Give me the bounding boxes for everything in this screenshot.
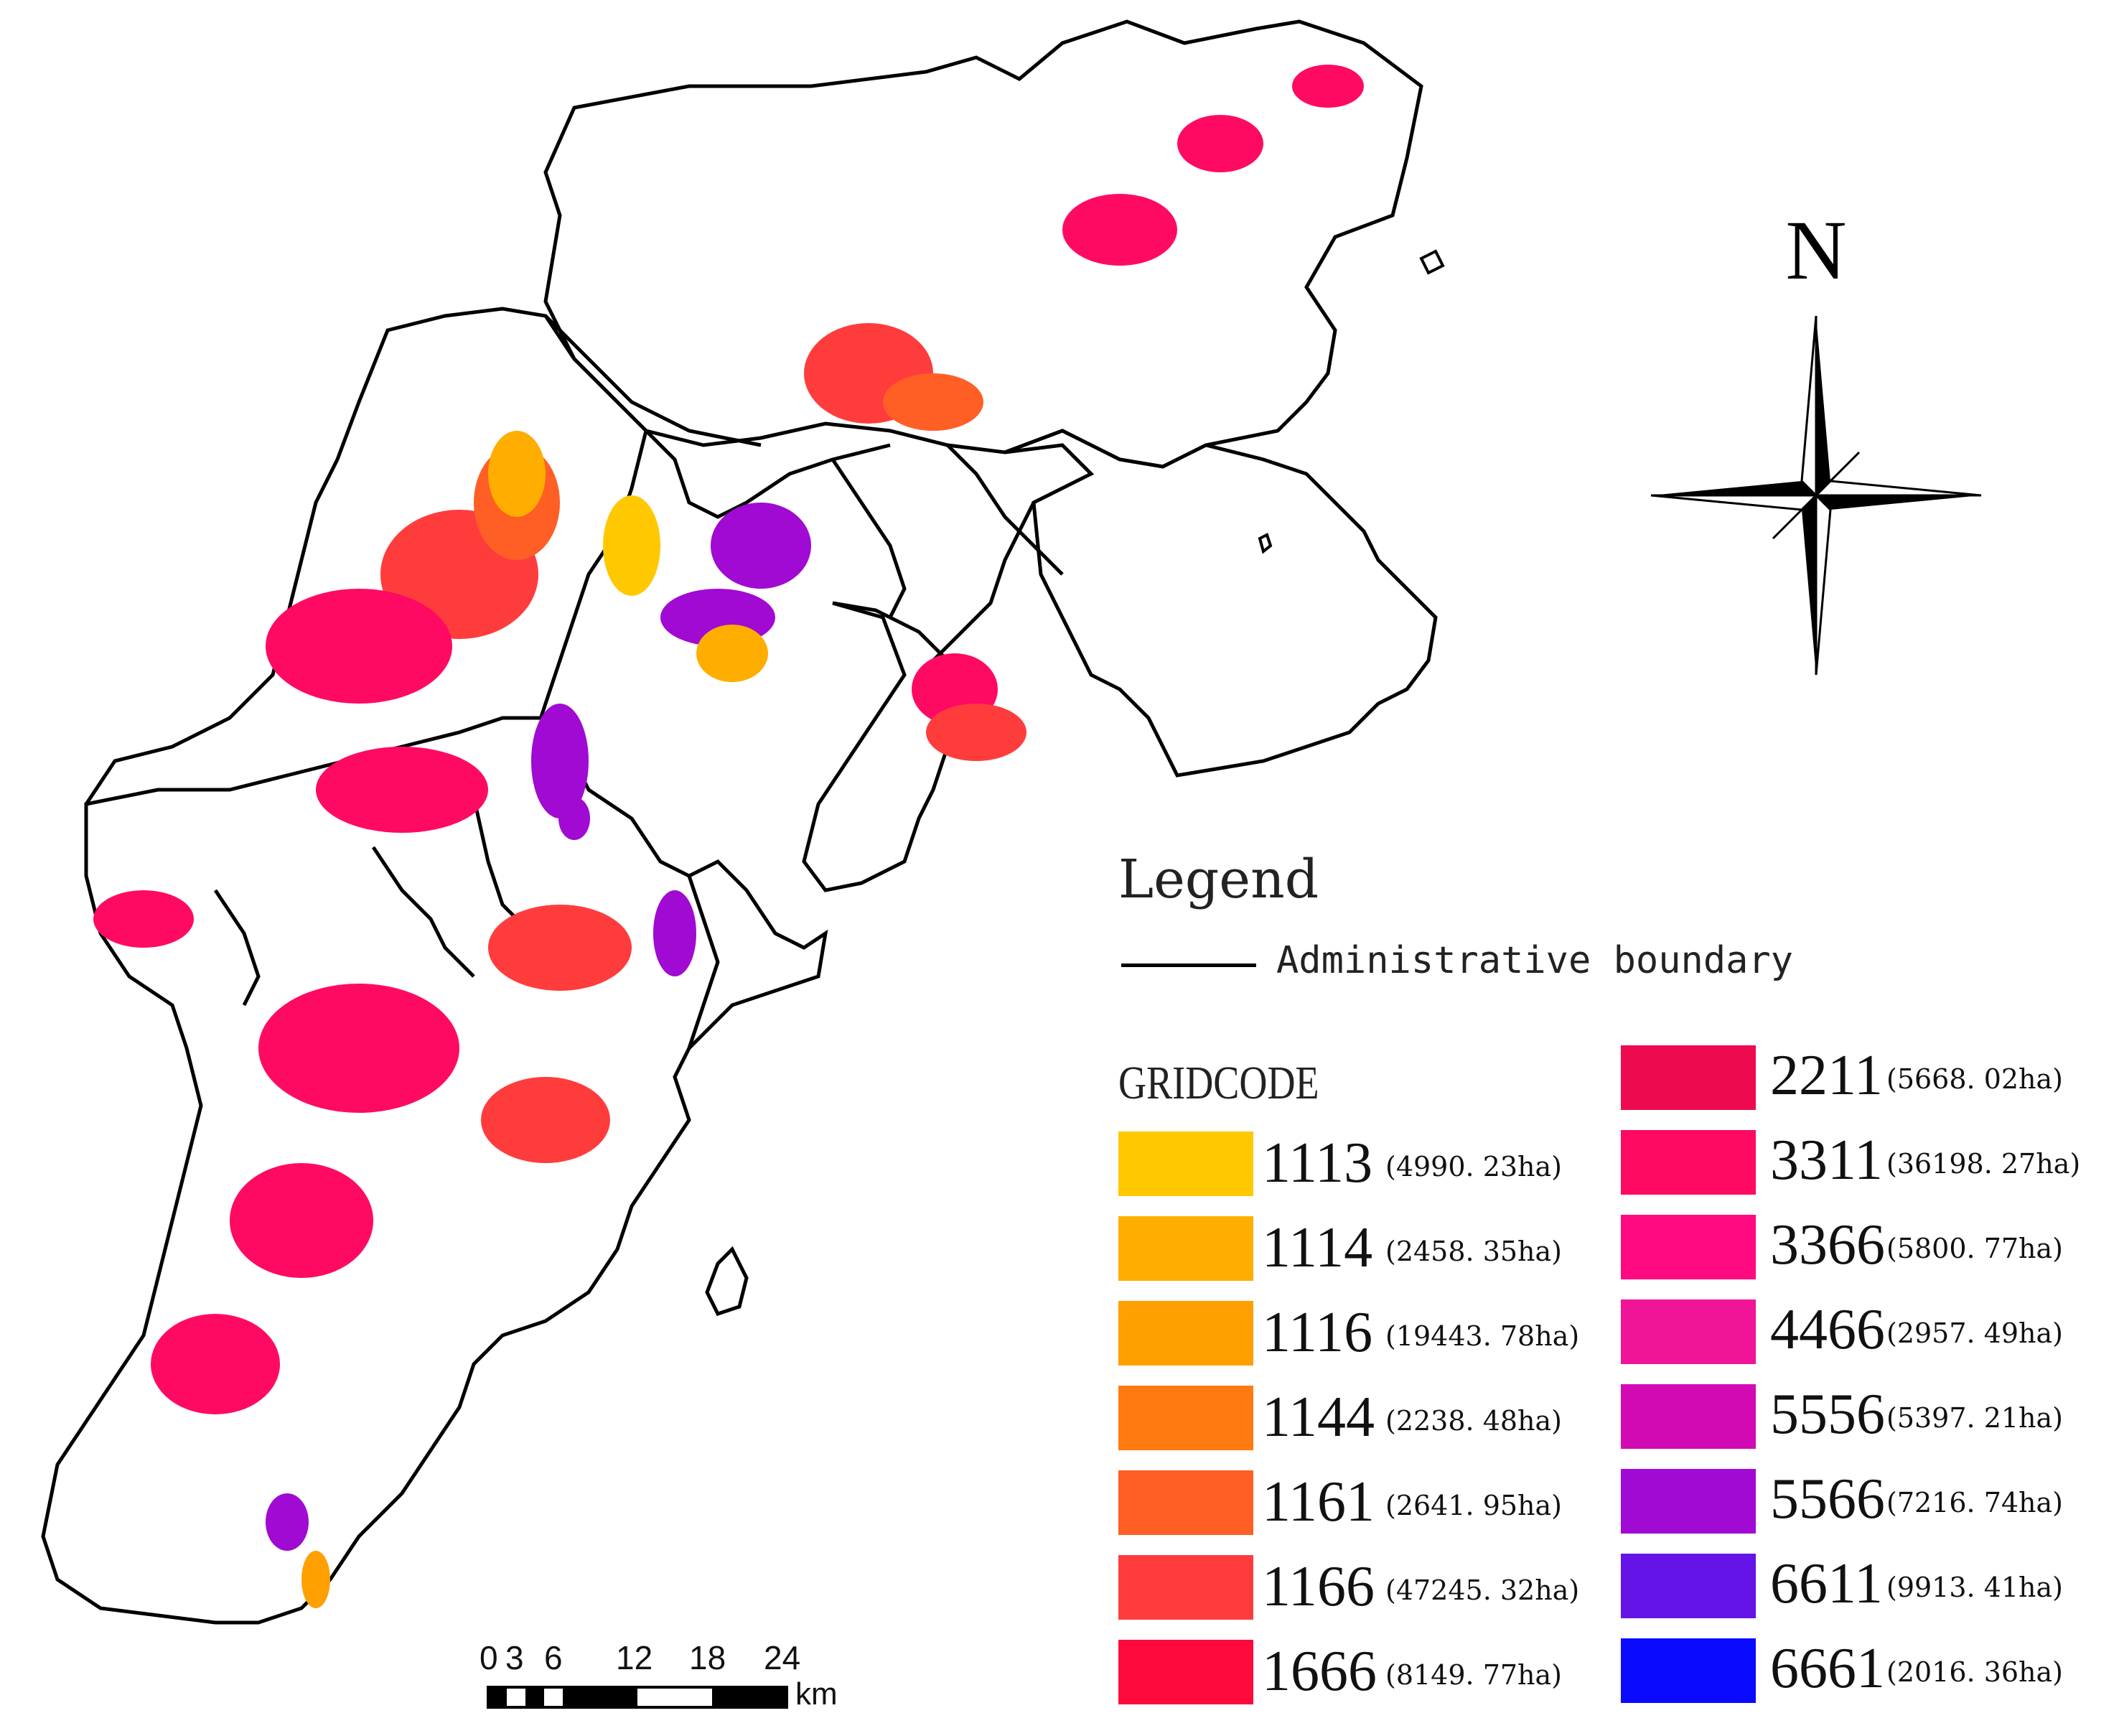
legend-swatch xyxy=(1118,1301,1253,1366)
boundary-line-symbol xyxy=(1121,963,1256,967)
land-use-patch xyxy=(696,625,768,682)
land-use-patch xyxy=(230,1163,373,1278)
legend-area: (2957. 49ha) xyxy=(1886,1317,2063,1349)
scale-tick-label: 12 xyxy=(616,1639,653,1676)
legend-area: (8149. 77ha) xyxy=(1385,1659,1562,1691)
small-island xyxy=(705,1246,749,1317)
internal-boundaries xyxy=(213,314,1064,1007)
legend-swatch xyxy=(1118,1555,1253,1620)
land-use-patch xyxy=(258,984,459,1113)
legend-swatch xyxy=(1621,1638,1756,1703)
legend-swatch xyxy=(1621,1299,1756,1364)
legend-area: (5397. 21ha) xyxy=(1886,1402,2063,1434)
legend-code: 3311 xyxy=(1770,1129,1884,1192)
land-use-patches xyxy=(93,65,1364,1608)
legend-area: (9913. 41ha) xyxy=(1886,1572,2063,1603)
legend-code: 1116 xyxy=(1262,1301,1373,1364)
land-use-patch xyxy=(488,431,546,517)
legend-title: Legend xyxy=(1118,849,1319,910)
land-use-patch xyxy=(488,905,632,991)
legend-area: (7216. 74ha) xyxy=(1886,1487,2063,1518)
land-use-patch xyxy=(653,890,696,976)
land-use-patch xyxy=(266,1493,309,1551)
legend-swatch xyxy=(1118,1386,1253,1450)
southwestern-region xyxy=(41,716,720,1625)
legend-code: 6611 xyxy=(1770,1552,1884,1615)
legend-area: (5668. 02ha) xyxy=(1886,1063,2063,1095)
legend-code: 4466 xyxy=(1770,1298,1885,1361)
scale-bar xyxy=(487,1686,788,1709)
legend-swatch xyxy=(1118,1131,1253,1196)
legend-area: (2016. 36ha) xyxy=(1886,1656,2063,1688)
legend-code: 5566 xyxy=(1770,1467,1885,1531)
scale-tick-label: 24 xyxy=(764,1639,801,1676)
eastern-peninsula-region xyxy=(1004,429,1438,778)
land-use-patch xyxy=(1292,65,1364,108)
legend-swatch xyxy=(1621,1215,1756,1279)
legend-area: (4990. 23ha) xyxy=(1385,1151,1562,1182)
scale-tick-label: 6 xyxy=(544,1639,563,1676)
legend-swatch xyxy=(1621,1384,1756,1449)
legend-area: (2641. 95ha) xyxy=(1385,1490,1562,1521)
land-use-patch xyxy=(1177,115,1263,172)
land-use-patch xyxy=(266,589,452,704)
scale-tick-label: 18 xyxy=(689,1639,726,1676)
legend-swatch xyxy=(1621,1045,1756,1110)
legend-area: (5800. 77ha) xyxy=(1886,1233,2063,1264)
legend-code: 1161 xyxy=(1262,1470,1375,1534)
legend-code: 1166 xyxy=(1262,1555,1375,1618)
legend-swatch xyxy=(1621,1130,1756,1195)
land-use-patch xyxy=(151,1314,280,1414)
land-use-patch xyxy=(926,704,1026,761)
legend-area: (47245. 32ha) xyxy=(1385,1574,1580,1606)
land-use-patch xyxy=(711,503,811,589)
land-use-patch xyxy=(316,747,488,833)
land-use-patch xyxy=(531,704,589,818)
legend-swatch xyxy=(1621,1469,1756,1534)
scale-tick-label: 0 xyxy=(480,1639,498,1676)
legend-area: (2458. 35ha) xyxy=(1385,1236,1562,1267)
legend-code: 1666 xyxy=(1262,1640,1377,1703)
gridcode-title: GRIDCODE xyxy=(1118,1057,1319,1109)
small-island-east xyxy=(1258,533,1273,554)
legend-swatch xyxy=(1118,1640,1253,1704)
land-use-patch xyxy=(1062,194,1177,266)
north-arrow-icon xyxy=(1650,315,1982,676)
legend-swatch xyxy=(1118,1216,1253,1281)
land-use-patch xyxy=(883,373,983,431)
land-use-patch xyxy=(93,890,194,948)
legend-code: 1144 xyxy=(1262,1386,1375,1449)
legend-area: (19443. 78ha) xyxy=(1385,1320,1580,1352)
legend-code: 6661 xyxy=(1770,1637,1885,1700)
land-use-patch xyxy=(558,797,590,840)
small-island-north xyxy=(1419,249,1445,275)
land-use-patch xyxy=(603,495,660,596)
legend-swatch xyxy=(1118,1470,1253,1535)
legend-code: 1114 xyxy=(1262,1216,1373,1279)
legend-code: 2211 xyxy=(1770,1044,1884,1107)
legend-area: (36198. 27ha) xyxy=(1886,1148,2081,1180)
legend-swatch xyxy=(1621,1554,1756,1618)
northern-region xyxy=(543,19,1423,469)
land-use-patch xyxy=(481,1077,610,1163)
east-coast-strip xyxy=(686,859,828,1050)
scale-tick-label: 3 xyxy=(505,1639,524,1676)
north-label: N xyxy=(1785,203,1847,297)
scale-unit-label: km xyxy=(795,1676,838,1712)
legend-code: 1113 xyxy=(1262,1131,1373,1195)
land-use-patch xyxy=(301,1551,330,1608)
legend-code: 5556 xyxy=(1770,1383,1885,1446)
legend-area: (2238. 48ha) xyxy=(1385,1405,1562,1437)
boundary-label: Administrative boundary xyxy=(1276,939,1794,982)
legend-code: 3366 xyxy=(1770,1213,1885,1277)
